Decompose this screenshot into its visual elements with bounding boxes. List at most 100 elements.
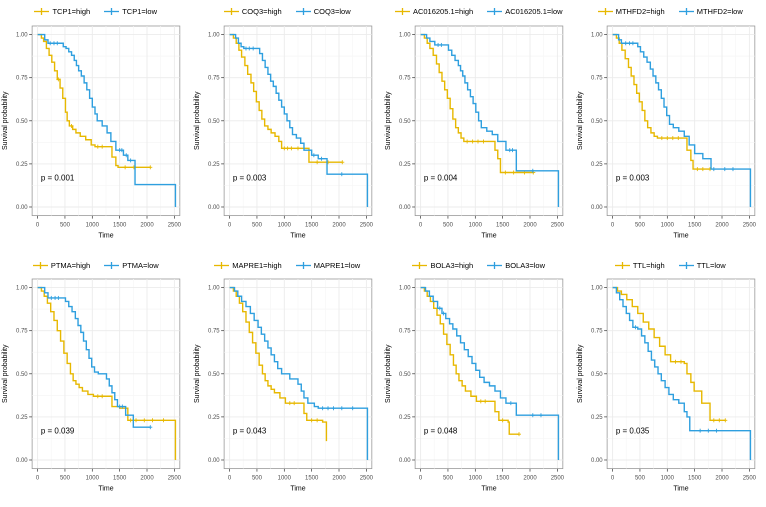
x-tick-label: 500 bbox=[443, 476, 454, 482]
legend-label-low: TCP1=low bbox=[122, 7, 158, 17]
x-tick-label: 1500 bbox=[688, 476, 702, 482]
survival-plot: 0.00 0.25 0.50 0.75 1.00 0 500 1000 1500 2000 2500… bbox=[577, 279, 756, 493]
legend-entry-high: TCP1=high bbox=[34, 7, 90, 16]
x-tick-label: 2500 bbox=[742, 223, 756, 229]
km-line-marker-icon bbox=[34, 8, 50, 16]
y-tick-label: 1.00 bbox=[591, 33, 603, 39]
y-tick-label: 0.00 bbox=[16, 458, 28, 464]
survival-plot: 0.00 0.25 0.50 0.75 1.00 0 500 1000 1500 2000 2500… bbox=[2, 25, 182, 240]
legend-label-low: BOLA3=low bbox=[505, 260, 546, 270]
x-tick-label: 1000 bbox=[277, 223, 291, 229]
legend-label-high: BOLA3=high bbox=[430, 260, 474, 270]
km-line-marker-icon bbox=[678, 261, 694, 269]
km-line-marker-icon bbox=[678, 8, 694, 16]
x-tick-label: 0 bbox=[227, 476, 231, 482]
x-tick-label: 0 bbox=[36, 476, 40, 482]
km-line-marker-icon bbox=[597, 8, 613, 16]
legend: AC016205.1=high AC016205.1=low bbox=[383, 0, 575, 21]
x-tick-label: 2000 bbox=[332, 223, 346, 229]
x-tick-label: 1500 bbox=[688, 223, 702, 229]
x-tick-label: 2500 bbox=[551, 476, 565, 482]
km-line-marker-icon bbox=[412, 261, 428, 269]
km-panel-AC016205.1: AC016205.1=high AC016205.1=low 0.00 0.25 0… bbox=[383, 0, 575, 254]
legend-entry-low: TTL=low bbox=[678, 261, 726, 270]
y-tick-label: 0.25 bbox=[16, 415, 28, 421]
y-tick-label: 0.50 bbox=[591, 372, 603, 378]
y-tick-label: 0.75 bbox=[208, 329, 220, 335]
km-line-marker-icon bbox=[223, 8, 239, 16]
km-line-marker-icon bbox=[394, 8, 410, 16]
km-panel-MTHFD2: MTHFD2=high MTHFD2=low 0.00 0.25 0.50 0.75 1… bbox=[575, 0, 766, 254]
y-tick-label: 0.75 bbox=[399, 76, 411, 82]
km-curve-AC016205.1=high bbox=[420, 33, 534, 174]
km-panel-TCP1: TCP1=high TCP1=low 0.00 0.25 0.50 0.75 1.00 0… bbox=[0, 0, 192, 254]
legend-entry-high: COQ3=high bbox=[223, 7, 282, 16]
survival-plot: 0.00 0.25 0.50 0.75 1.00 0 500 1000 1500 2000 2500… bbox=[577, 25, 756, 240]
legend-label-high: PTMA=high bbox=[50, 260, 91, 270]
km-curve-MAPRE1=low bbox=[229, 287, 368, 461]
y-tick-label: 1.00 bbox=[208, 33, 220, 39]
legend: TCP1=high TCP1=low bbox=[0, 0, 192, 21]
km-curve-MTHFD2=high bbox=[612, 33, 710, 170]
legend-entry-high: TTL=high bbox=[614, 261, 665, 270]
p-value-label: p = 0.003 bbox=[232, 173, 266, 182]
legend-label-low: AC016205.1=low bbox=[505, 7, 563, 17]
y-tick-label: 0.50 bbox=[16, 372, 28, 378]
x-tick-label: 2500 bbox=[551, 223, 565, 229]
x-tick-label: 2500 bbox=[359, 476, 373, 482]
x-axis-title: Time bbox=[673, 233, 688, 240]
x-axis-title: Time bbox=[481, 486, 496, 493]
x-tick-label: 500 bbox=[251, 223, 262, 229]
legend-label-high: AC016205.1=high bbox=[412, 7, 474, 17]
x-tick-label: 0 bbox=[419, 476, 423, 482]
legend: BOLA3=high BOLA3=low bbox=[383, 254, 575, 275]
y-tick-label: 0.75 bbox=[591, 329, 603, 335]
x-tick-label: 1500 bbox=[496, 476, 510, 482]
y-axis-title: Survival probability bbox=[385, 91, 392, 150]
x-axis-title: Time bbox=[290, 486, 305, 493]
km-curve-COQ3=high bbox=[229, 33, 342, 163]
km-curve-PTMA=low bbox=[37, 287, 151, 429]
x-tick-label: 2000 bbox=[523, 223, 537, 229]
p-value-label: p = 0.003 bbox=[615, 173, 649, 182]
x-tick-label: 2500 bbox=[742, 476, 756, 482]
y-tick-label: 0.00 bbox=[208, 205, 220, 211]
legend-entry-low: MAPRE1=low bbox=[295, 261, 360, 270]
y-tick-label: 0.25 bbox=[399, 162, 411, 168]
y-tick-label: 0.25 bbox=[591, 162, 603, 168]
km-curve-PTMA=high bbox=[37, 287, 177, 461]
legend-entry-low: TCP1=low bbox=[104, 7, 157, 16]
legend-label-low: COQ3=low bbox=[313, 7, 351, 17]
y-tick-label: 0.00 bbox=[16, 205, 28, 211]
y-tick-label: 0.75 bbox=[591, 76, 603, 82]
km-line-marker-icon bbox=[295, 8, 311, 16]
y-tick-label: 1.00 bbox=[399, 33, 411, 39]
y-axis-title: Survival probability bbox=[194, 345, 201, 404]
y-tick-label: 1.00 bbox=[208, 286, 220, 292]
legend-entry-high: MTHFD2=high bbox=[597, 7, 665, 16]
x-tick-label: 0 bbox=[419, 223, 423, 229]
legend-label-low: MTHFD2=low bbox=[696, 7, 743, 17]
legend-label-low: PTMA=low bbox=[122, 260, 159, 270]
km-panel-MAPRE1: MAPRE1=high MAPRE1=low 0.00 0.25 0.50 0.75 1… bbox=[192, 254, 384, 507]
x-axis-title: Time bbox=[98, 233, 113, 240]
legend-entry-low: BOLA3=low bbox=[487, 261, 545, 270]
y-axis-title: Survival probability bbox=[194, 91, 201, 150]
p-value-label: p = 0.035 bbox=[615, 427, 649, 436]
x-axis-title: Time bbox=[290, 233, 305, 240]
x-tick-label: 2500 bbox=[168, 476, 182, 482]
km-line-marker-icon bbox=[487, 261, 503, 269]
survival-plot: 0.00 0.25 0.50 0.75 1.00 0 500 1000 1500 2000 2500… bbox=[2, 279, 182, 493]
x-tick-label: 0 bbox=[610, 223, 614, 229]
x-tick-label: 1000 bbox=[469, 476, 483, 482]
x-tick-label: 1000 bbox=[660, 223, 674, 229]
x-tick-label: 2000 bbox=[332, 476, 346, 482]
x-tick-label: 1500 bbox=[113, 223, 127, 229]
y-tick-label: 0.50 bbox=[16, 119, 28, 125]
x-tick-label: 1000 bbox=[469, 223, 483, 229]
p-value-label: p = 0.048 bbox=[424, 427, 458, 436]
km-curve-TCP1=high bbox=[37, 33, 151, 168]
km-curve-MAPRE1=high bbox=[229, 287, 327, 442]
y-axis-title: Survival probability bbox=[385, 345, 392, 404]
